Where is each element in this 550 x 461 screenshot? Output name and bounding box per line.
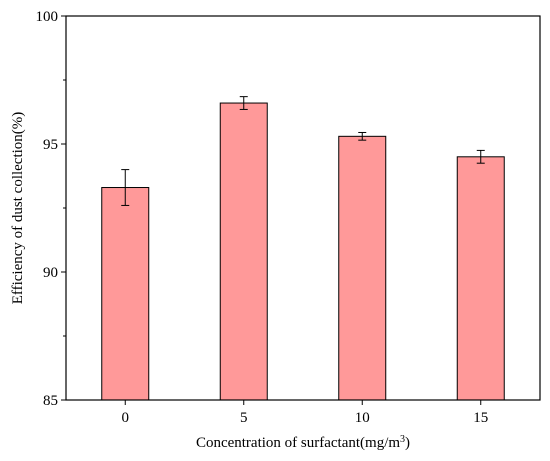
y-tick-label: 85 [43,393,58,409]
bars-layer [101,102,505,401]
error-bar-5 [239,96,248,110]
error-bar-10 [358,131,367,141]
x-axis-title: Concentration of surfactant(mg/m3) [196,434,410,452]
x-axis-title-superscript: 3 [400,434,405,445]
bar-15 [456,156,505,401]
y-axis-title: Efficiency of dust collection(%) [10,112,26,305]
x-tick-label: 0 [122,410,130,426]
bar-10 [338,135,387,401]
error-bar-15 [476,149,485,164]
error-bars-layer [121,96,485,206]
x-tick-label: 5 [240,410,248,426]
x-axis-title-main: Concentration of surfactant(mg/m [196,435,400,451]
bar-5 [219,102,268,401]
error-bar-0 [121,169,130,206]
ticks-layer: 0 5 10 15 85 90 95 100 [36,9,489,426]
bar-0 [101,187,150,401]
x-tick-label: 10 [355,410,370,426]
y-tick-label: 90 [43,265,58,281]
y-tick-label: 95 [43,137,58,153]
x-tick-label: 15 [473,410,488,426]
x-axis-title-suffix: ) [405,435,410,451]
y-tick-label: 100 [36,9,59,25]
